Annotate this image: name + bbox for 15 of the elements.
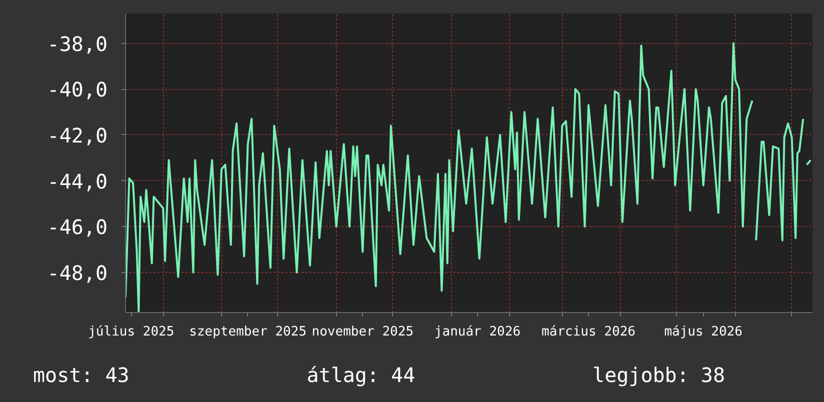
x-tick-label: május 2026 bbox=[664, 324, 742, 340]
x-tick-label: november 2025 bbox=[312, 324, 414, 340]
x-tick-label: január 2026 bbox=[434, 324, 521, 340]
y-tick-label: -44,0 bbox=[47, 169, 108, 194]
y-tick-label: -42,0 bbox=[47, 123, 108, 148]
y-tick-label: -46,0 bbox=[47, 215, 108, 240]
x-tick-label: szeptember 2025 bbox=[189, 324, 307, 340]
text: legjobb: 38 bbox=[592, 362, 725, 389]
x-tick-label: július 2025 bbox=[88, 324, 174, 340]
text: átlag: 44 bbox=[306, 362, 416, 389]
y-tick-label: -40,0 bbox=[47, 78, 108, 102]
y-tick-label: -48,0 bbox=[47, 260, 108, 285]
y-tick-label: -38,0 bbox=[47, 32, 108, 56]
text: most: 43 bbox=[33, 362, 130, 389]
x-tick-label: március 2026 bbox=[542, 324, 636, 340]
